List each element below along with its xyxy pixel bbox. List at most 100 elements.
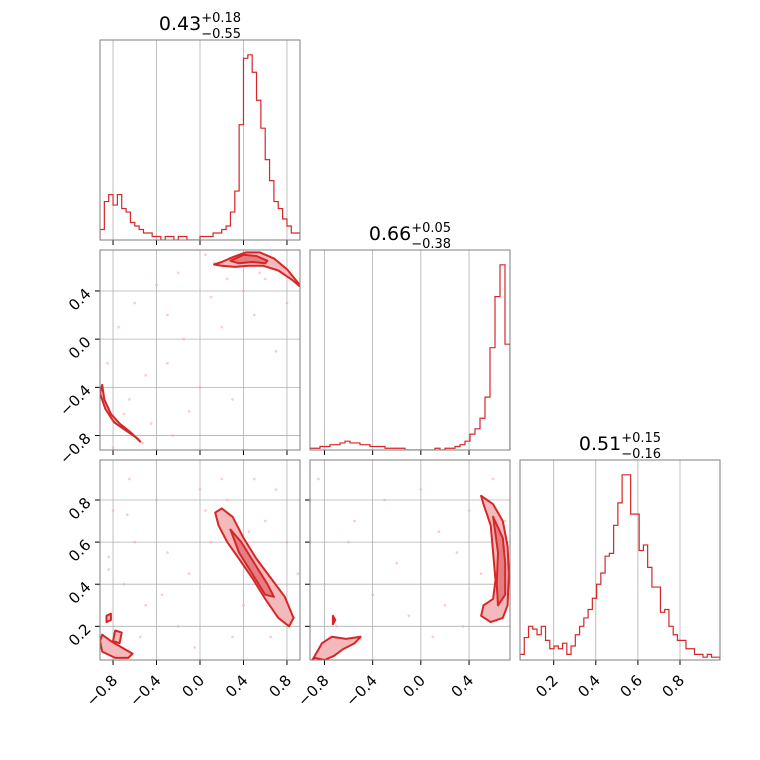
y-tick-label: 0.4 xyxy=(65,285,95,315)
sample-point xyxy=(252,477,256,481)
sample-point xyxy=(242,603,245,607)
x-tick-label: 0.0 xyxy=(179,671,209,701)
contour-inner xyxy=(229,253,269,265)
sample-point xyxy=(209,295,213,299)
panel-1-2-content xyxy=(100,251,300,449)
sample-point xyxy=(383,498,387,502)
x-tick-label: 0.0 xyxy=(399,671,429,701)
y-tick-label: 0.2 xyxy=(65,620,95,650)
x-tick-label: 0.4 xyxy=(574,671,604,701)
title-minus-error: −0.16 xyxy=(621,447,661,462)
sample-point xyxy=(107,555,111,559)
sample-point xyxy=(107,568,111,571)
x-tick-label: −0.4 xyxy=(342,671,380,709)
sample-point xyxy=(125,513,129,517)
sample-point xyxy=(111,509,115,512)
title-median: 0.43 xyxy=(159,13,201,35)
sample-point xyxy=(149,422,153,425)
sample-point xyxy=(467,509,471,512)
param-title-1: 0.43+0.18 xyxy=(159,11,241,35)
sample-point xyxy=(187,572,191,576)
sample-point xyxy=(127,397,131,401)
sample-point xyxy=(225,277,229,281)
panel-1-3-frame xyxy=(99,459,301,661)
sample-point xyxy=(144,373,148,377)
x-tick-label: −0.8 xyxy=(294,671,332,709)
sample-point xyxy=(176,624,180,628)
sample-point xyxy=(231,635,235,639)
sample-point xyxy=(225,498,229,502)
param-title-2: 0.66+0.05 xyxy=(369,221,451,245)
y-tick-label: 0.8 xyxy=(65,494,95,524)
x-tick-label: −0.4 xyxy=(126,671,164,709)
sample-point xyxy=(133,540,137,544)
sample-point xyxy=(140,441,144,445)
sample-point xyxy=(171,434,175,437)
sample-point xyxy=(479,572,483,576)
sample-point xyxy=(160,593,164,597)
y-tick-label: −0.4 xyxy=(56,381,94,419)
sample-point xyxy=(122,582,126,586)
x-tick-label: 0.6 xyxy=(616,671,646,701)
sample-point xyxy=(231,397,235,401)
sample-point xyxy=(347,540,350,544)
x-tick-label: 0.2 xyxy=(532,671,562,701)
sample-point xyxy=(155,283,158,287)
sample-point xyxy=(296,572,300,576)
sample-point xyxy=(491,477,495,481)
y-tick-label: −0.8 xyxy=(56,429,94,467)
sample-point xyxy=(371,593,375,597)
sample-point xyxy=(176,271,180,275)
sample-point xyxy=(165,313,169,317)
sample-point xyxy=(187,410,191,413)
title-minus-error: −0.38 xyxy=(411,237,451,252)
sample-point xyxy=(407,614,411,618)
panel-1-2-frame xyxy=(99,249,301,451)
y-tick-label: 0.0 xyxy=(65,333,95,363)
contour-inner xyxy=(229,528,275,598)
contour-outer xyxy=(112,629,123,645)
contour-outer xyxy=(105,612,112,624)
sample-point xyxy=(317,477,320,481)
sample-point xyxy=(165,551,169,555)
title-plus-error: +0.15 xyxy=(621,431,661,446)
sample-point xyxy=(193,645,196,649)
sample-point xyxy=(242,289,245,293)
x-tick-label: 0.4 xyxy=(222,671,252,701)
sample-point xyxy=(204,509,207,512)
sample-point xyxy=(165,361,169,365)
sample-point xyxy=(274,488,278,491)
sample-point xyxy=(437,530,441,533)
sample-point xyxy=(220,477,224,481)
x-tick-label: −0.8 xyxy=(83,671,121,709)
title-median: 0.51 xyxy=(579,433,621,455)
hist-panel-2-frame xyxy=(309,249,511,451)
title-median: 0.66 xyxy=(369,223,411,245)
sample-point xyxy=(269,635,273,639)
hist-panel-3-frame xyxy=(519,459,721,661)
title-plus-error: +0.18 xyxy=(201,11,241,26)
contour-outer xyxy=(311,635,362,660)
sample-point xyxy=(323,582,326,586)
contour-inner xyxy=(492,515,507,607)
sample-point xyxy=(395,561,399,565)
sample-point xyxy=(335,624,338,628)
sample-point xyxy=(198,488,202,491)
sample-point xyxy=(252,313,256,317)
sample-point xyxy=(285,301,289,305)
sample-point xyxy=(220,325,224,329)
contour-outer xyxy=(100,383,142,443)
sample-point xyxy=(274,349,278,353)
sample-point xyxy=(503,519,507,523)
panel-1-3-content xyxy=(100,477,300,659)
sample-point xyxy=(209,540,213,544)
sample-point xyxy=(455,551,459,555)
sample-point xyxy=(419,488,423,491)
sample-point xyxy=(443,603,447,607)
sample-point xyxy=(431,635,435,639)
sample-point xyxy=(155,498,158,502)
contour-outer xyxy=(100,633,134,659)
sample-point xyxy=(353,519,356,523)
